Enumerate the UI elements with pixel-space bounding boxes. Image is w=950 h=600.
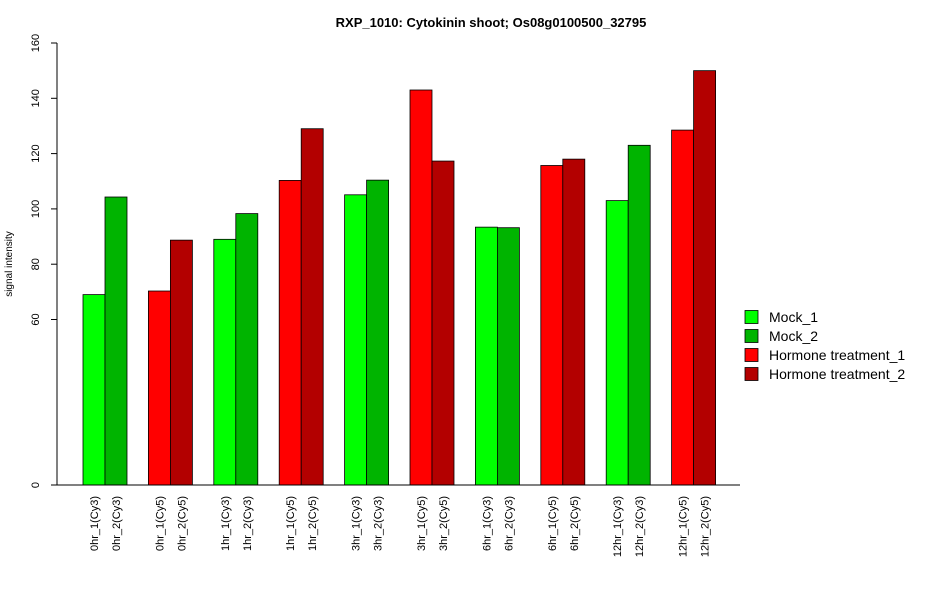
bar-0hr_1(Cy3) xyxy=(82,294,106,486)
x-tick-label: 1hr_2(Cy5) xyxy=(307,496,319,551)
x-tick-label: 0hr_1(Cy3) xyxy=(89,496,101,551)
y-axis: 0 60 80 100 120 140 160 xyxy=(30,34,58,488)
legend-label: Hormone treatment_2 xyxy=(769,366,905,382)
x-axis: 0hr_1(Cy3) 0hr_2(Cy3) 0hr_1(Cy5) 0hr_2(Cy5)… xyxy=(57,484,740,557)
x-tick-label: 6hr_2(Cy3) xyxy=(503,496,515,551)
legend-label: Mock_2 xyxy=(769,328,818,344)
bar-3hr_1(Cy3) xyxy=(344,194,368,486)
x-tick-label: 1hr_1(Cy3) xyxy=(220,496,232,551)
legend-swatch xyxy=(744,329,759,343)
bar-3hr_2(Cy3) xyxy=(366,179,390,486)
legend-label: Mock_1 xyxy=(769,309,818,325)
x-tick-label: 6hr_2(Cy5) xyxy=(569,496,581,551)
legend-label: Hormone treatment_1 xyxy=(769,347,905,363)
bar-6hr_1(Cy5) xyxy=(540,165,564,486)
y-tick-label: 60 xyxy=(30,313,42,325)
bar-1hr_2(Cy3) xyxy=(235,213,259,486)
x-tick-label: 12hr_2(Cy5) xyxy=(700,496,712,557)
y-tick-label: 120 xyxy=(30,144,42,162)
bar-0hr_1(Cy5) xyxy=(147,290,171,486)
x-tick-label: 12hr_2(Cy3) xyxy=(634,496,646,557)
legend-swatch xyxy=(744,348,759,362)
y-tick-label: 100 xyxy=(30,200,42,218)
x-tick-label: 1hr_1(Cy5) xyxy=(285,496,297,551)
x-tick-label: 1hr_2(Cy3) xyxy=(242,496,254,551)
bar-12hr_2(Cy3) xyxy=(627,144,651,486)
y-tick-label: 140 xyxy=(30,89,42,107)
bar-0hr_2(Cy3) xyxy=(104,196,128,486)
bar-1hr_1(Cy3) xyxy=(213,238,237,486)
x-tick-label: 12hr_1(Cy5) xyxy=(678,496,690,557)
bar-0hr_2(Cy5) xyxy=(169,239,193,486)
bars-layer xyxy=(82,70,716,486)
bar-1hr_1(Cy5) xyxy=(278,180,302,486)
x-tick-label: 3hr_1(Cy5) xyxy=(416,496,428,551)
bar-12hr_2(Cy5) xyxy=(693,70,716,486)
bar-3hr_2(Cy5) xyxy=(431,160,455,486)
x-tick-label: 3hr_2(Cy5) xyxy=(438,496,450,551)
x-tick-label: 0hr_2(Cy3) xyxy=(111,496,123,551)
bar-12hr_1(Cy5) xyxy=(671,129,694,486)
x-tick-label: 6hr_1(Cy5) xyxy=(547,496,559,551)
x-tick-label: 12hr_1(Cy3) xyxy=(612,496,624,557)
legend-swatch xyxy=(744,310,759,324)
y-axis-label: signal intensity xyxy=(4,231,15,297)
x-tick-label: 0hr_1(Cy5) xyxy=(154,496,166,551)
bar-3hr_1(Cy5) xyxy=(409,89,433,486)
legend-swatch xyxy=(744,367,759,381)
chart-title: RXP_1010: Cytokinin shoot; Os08g0100500_… xyxy=(336,15,647,30)
y-tick-label: 160 xyxy=(30,34,42,52)
bar-1hr_2(Cy5) xyxy=(300,128,324,486)
x-tick-label: 6hr_1(Cy3) xyxy=(481,496,493,551)
y-tick-label: 0 xyxy=(30,482,42,488)
bar-12hr_1(Cy3) xyxy=(605,200,629,486)
bar-6hr_1(Cy3) xyxy=(474,226,498,486)
legend: Mock_1 Mock_2 Hormone treatment_1 Hormone t… xyxy=(744,309,905,382)
x-tick-label: 3hr_1(Cy3) xyxy=(351,496,363,551)
y-tick-label: 80 xyxy=(30,258,42,270)
x-tick-label: 0hr_2(Cy5) xyxy=(176,496,188,551)
bar-6hr_2(Cy3) xyxy=(496,227,520,486)
bar-6hr_2(Cy5) xyxy=(562,158,586,486)
x-tick-label: 3hr_2(Cy3) xyxy=(373,496,385,551)
